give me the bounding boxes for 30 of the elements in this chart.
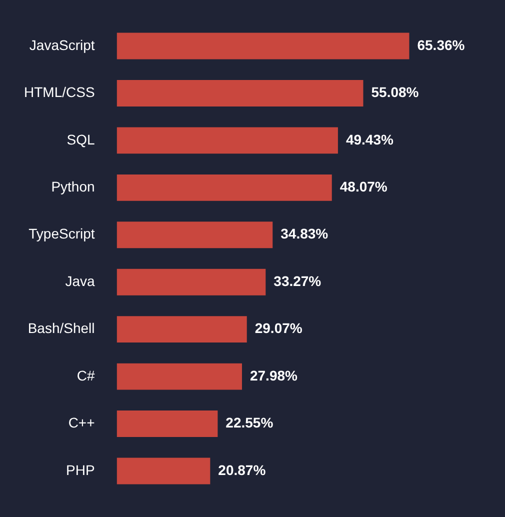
y-tick-label: TypeScript: [28, 226, 95, 242]
data-label: 55.08%: [371, 84, 420, 100]
y-tick-label: C#: [76, 367, 95, 384]
data-label: 20.87%: [218, 462, 266, 478]
y-tick-label: HTML/CSS: [24, 84, 95, 100]
bar: [116, 174, 332, 201]
bar: [116, 268, 266, 296]
bar: [116, 316, 247, 343]
bar: [116, 127, 338, 154]
data-label: 22.55%: [226, 414, 274, 431]
y-tick-label: PHP: [66, 462, 95, 478]
data-label: 65.36%: [417, 36, 466, 53]
bar: [116, 458, 210, 484]
data-label: 34.83%: [280, 226, 329, 242]
y-tick-label: Python: [51, 178, 95, 195]
data-label: 27.98%: [250, 367, 298, 384]
bar: [116, 32, 410, 60]
data-label: 48.07%: [340, 178, 388, 195]
y-tick-label: Java: [65, 272, 95, 289]
bar: [116, 222, 273, 248]
bar: [116, 80, 364, 106]
y-tick-label: SQL: [66, 131, 95, 148]
y-tick-label: Bash/Shell: [28, 320, 95, 336]
y-tick-label: JavaScript: [29, 36, 95, 53]
bar: [116, 410, 218, 437]
bar: [116, 363, 242, 390]
data-label: 29.07%: [254, 320, 303, 336]
data-label: 49.43%: [346, 131, 394, 148]
data-label: 33.27%: [274, 272, 322, 289]
y-tick-label: C++: [68, 414, 95, 431]
